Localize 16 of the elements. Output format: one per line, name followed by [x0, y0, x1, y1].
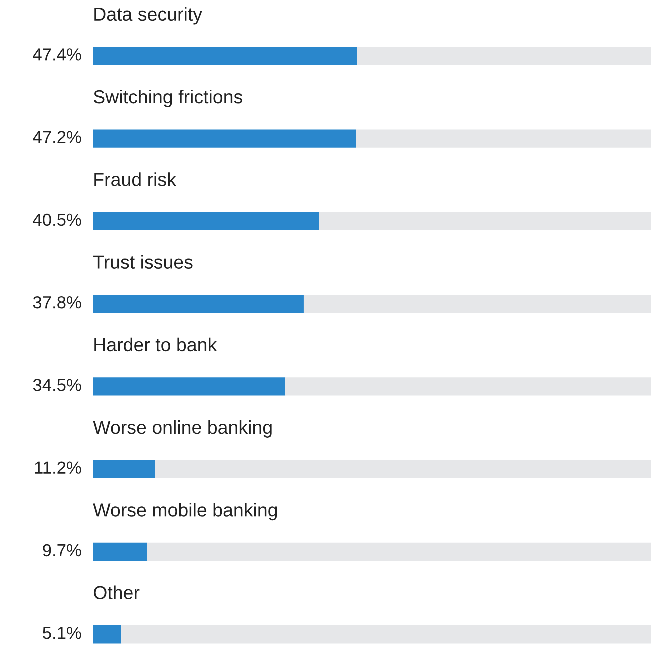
data-label: 47.2% [33, 131, 82, 144]
data-label: 9.7% [43, 544, 82, 557]
y-tick-label: Data security [94, 7, 202, 25]
y-tick-label: Worse online banking [93, 420, 272, 438]
data-label: 47.4% [33, 48, 82, 61]
data-label: 11.2% [35, 462, 82, 474]
y-tick-label: Worse mobile banking [93, 503, 278, 521]
data-label: 37.8% [33, 296, 82, 309]
data-label: 34.5% [33, 379, 82, 392]
y-tick-label: Switching frictions [94, 90, 242, 108]
data-label: 40.5% [33, 214, 82, 226]
data-label: 5.1% [43, 627, 82, 640]
y-tick-label: Other [94, 586, 140, 600]
y-tick-label: Trust issues [94, 255, 193, 269]
y-tick-label: Fraud risk [94, 172, 176, 186]
y-tick-label: Harder to bank [94, 338, 218, 352]
